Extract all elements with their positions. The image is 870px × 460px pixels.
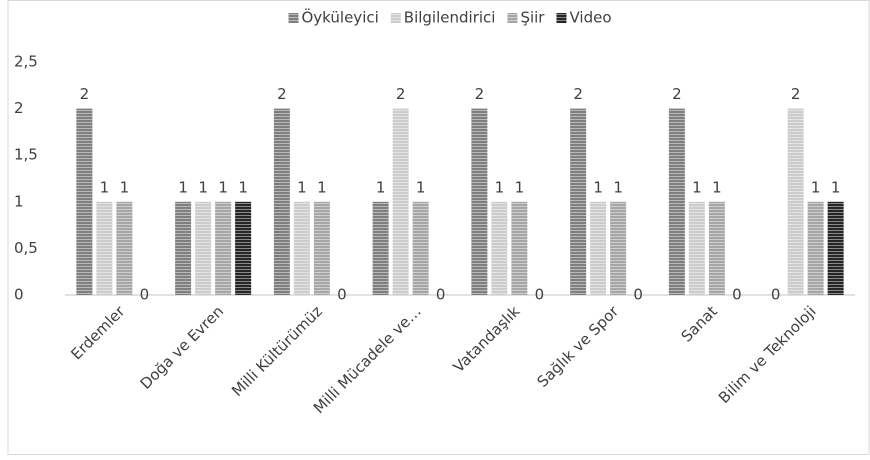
bar (293, 201, 310, 295)
y-tick-label: 1 (14, 192, 24, 210)
bar (668, 108, 685, 295)
legend-swatch (556, 13, 567, 23)
data-label: 1 (198, 178, 208, 196)
y-tick-label: 0 (14, 286, 24, 304)
data-label: 0 (535, 286, 545, 304)
data-label: 1 (178, 178, 188, 196)
legend-label: Öyküleyici (302, 8, 379, 27)
data-label: 0 (436, 286, 446, 304)
data-label: 1 (811, 178, 821, 196)
bar (610, 201, 627, 295)
x-tick-label: Sağlık ve Spor (534, 302, 623, 391)
bar (590, 201, 607, 295)
legend: Öyküleyici Bilgilendirici Şiir Video (288, 8, 612, 27)
bar (807, 201, 824, 295)
data-label: 2 (791, 85, 801, 103)
x-tick-label: Vatandaşlık (450, 302, 524, 376)
bar (273, 108, 290, 295)
data-label: 2 (396, 85, 406, 103)
data-label: 0 (633, 286, 643, 304)
data-label: 1 (238, 178, 248, 196)
data-label: 0 (732, 286, 742, 304)
legend-swatch (390, 13, 401, 23)
data-label: 0 (771, 286, 781, 304)
data-label: 1 (495, 178, 505, 196)
y-tick-label: 2,5 (14, 53, 38, 71)
x-tick-label: Doğa ve Evren (137, 302, 228, 393)
y-tick-label: 1,5 (14, 146, 38, 164)
data-label: 2 (475, 85, 485, 103)
data-label: 2 (573, 85, 583, 103)
data-label: 0 (140, 286, 150, 304)
data-label: 2 (277, 85, 287, 103)
legend-label: Şiir (520, 9, 545, 27)
bar (708, 201, 725, 295)
data-label: 1 (613, 178, 623, 196)
bar (195, 201, 212, 295)
legend-label: Video (569, 9, 611, 27)
legend-label: Bilgilendirici (404, 9, 496, 27)
chart-border (7, 0, 870, 455)
bar (116, 201, 133, 295)
data-label: 1 (416, 178, 426, 196)
bar (491, 201, 508, 295)
x-tick-label: Sanat (678, 302, 721, 345)
data-label: 1 (100, 178, 110, 196)
bar (235, 201, 252, 295)
bar (175, 201, 192, 295)
data-label: 1 (218, 178, 228, 196)
data-label: 1 (831, 178, 841, 196)
bar (412, 201, 429, 295)
y-tick-label: 2 (14, 99, 24, 117)
data-label: 2 (80, 85, 90, 103)
data-label: 2 (672, 85, 682, 103)
data-label: 1 (692, 178, 702, 196)
bar (688, 201, 705, 295)
legend-swatch (507, 13, 518, 23)
bar (570, 108, 587, 295)
x-tick-label: Erdemler (67, 302, 129, 364)
x-tick-label: Milli Kültürümüz (228, 302, 326, 400)
bar (787, 108, 804, 295)
data-label: 1 (120, 178, 130, 196)
y-tick-label: 0,5 (14, 239, 38, 257)
data-label: 0 (337, 286, 347, 304)
data-label: 1 (297, 178, 307, 196)
data-label: 1 (593, 178, 603, 196)
bar (76, 108, 93, 295)
data-label: 1 (515, 178, 525, 196)
bar (372, 201, 389, 295)
bar (827, 201, 844, 295)
bar (471, 108, 488, 295)
bar (215, 201, 232, 295)
data-label: 1 (712, 178, 722, 196)
data-label: 1 (317, 178, 327, 196)
x-tick-label: Bilim ve Teknoloji (715, 302, 820, 407)
legend-swatch (288, 13, 299, 23)
bar (96, 201, 113, 295)
bar (511, 201, 528, 295)
x-tick-label: Milli Mücadele ve… (310, 302, 425, 417)
bar (392, 108, 409, 295)
bar (313, 201, 330, 295)
data-label: 1 (376, 178, 386, 196)
